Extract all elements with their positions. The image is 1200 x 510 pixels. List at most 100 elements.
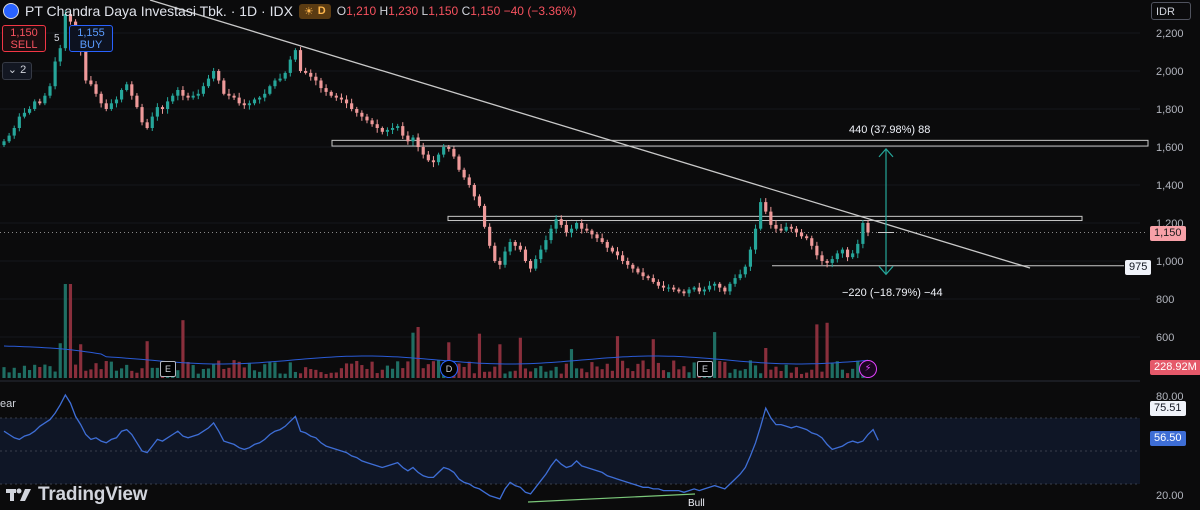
- candle-body[interactable]: [247, 103, 251, 106]
- candle-body[interactable]: [201, 86, 205, 94]
- sell-button[interactable]: 1,150 SELL: [2, 25, 46, 52]
- candle-body[interactable]: [288, 59, 292, 73]
- candle-body[interactable]: [651, 278, 655, 282]
- candle-body[interactable]: [799, 232, 804, 237]
- symbol-title[interactable]: PT Chandra Daya Investasi Tbk. · 1D · ID…: [25, 3, 293, 19]
- candle-body[interactable]: [120, 90, 124, 100]
- candle-body[interactable]: [605, 242, 609, 248]
- candle-body[interactable]: [48, 86, 52, 96]
- bull-divergence-line[interactable]: [527, 493, 696, 503]
- candle-body[interactable]: [12, 128, 16, 136]
- dividend-event-marker[interactable]: D: [440, 360, 458, 378]
- candle-body[interactable]: [196, 93, 200, 96]
- candle-body[interactable]: [339, 97, 344, 100]
- candle-body[interactable]: [815, 245, 819, 256]
- candle-body[interactable]: [513, 242, 517, 246]
- candle-body[interactable]: [99, 93, 103, 104]
- candle-body[interactable]: [191, 95, 195, 98]
- candle-body[interactable]: [38, 101, 42, 104]
- candle-body[interactable]: [554, 219, 558, 229]
- candle-body[interactable]: [7, 135, 11, 142]
- candle-body[interactable]: [590, 230, 594, 235]
- candle-body[interactable]: [467, 177, 471, 185]
- candle-body[interactable]: [779, 228, 783, 231]
- resistance-zone[interactable]: [331, 139, 1149, 147]
- earnings-event-marker-2[interactable]: E: [697, 361, 713, 377]
- candle-body[interactable]: [503, 251, 507, 265]
- candle-body[interactable]: [171, 95, 175, 102]
- candle-body[interactable]: [431, 160, 436, 163]
- flash-event-icon[interactable]: ⚡: [859, 360, 877, 378]
- candle-body[interactable]: [626, 261, 630, 265]
- candle-body[interactable]: [58, 48, 62, 62]
- candle-body[interactable]: [615, 251, 620, 256]
- candle-body[interactable]: [769, 211, 773, 225]
- candle-body[interactable]: [217, 71, 221, 81]
- candle-body[interactable]: [656, 281, 660, 286]
- candle-body[interactable]: [43, 95, 47, 104]
- candle-body[interactable]: [350, 103, 354, 109]
- candle-body[interactable]: [416, 137, 420, 148]
- candle-body[interactable]: [186, 95, 190, 98]
- candle-body[interactable]: [569, 228, 574, 233]
- candle-body[interactable]: [298, 50, 303, 71]
- candle-body[interactable]: [436, 154, 441, 163]
- candle-body[interactable]: [22, 112, 27, 117]
- candle-body[interactable]: [610, 247, 614, 252]
- candle-body[interactable]: [396, 126, 400, 128]
- candle-body[interactable]: [283, 72, 287, 79]
- candle-body[interactable]: [697, 287, 701, 292]
- candle-body[interactable]: [733, 278, 737, 284]
- candle-body[interactable]: [155, 107, 159, 117]
- candle-body[interactable]: [713, 283, 717, 286]
- candle-body[interactable]: [482, 205, 487, 227]
- candle-body[interactable]: [33, 101, 37, 109]
- candle-body[interactable]: [344, 99, 349, 104]
- candle-body[interactable]: [518, 245, 522, 250]
- candle-body[interactable]: [646, 276, 650, 279]
- candle-body[interactable]: [360, 112, 364, 117]
- candle-body[interactable]: [2, 141, 6, 146]
- candle-body[interactable]: [304, 71, 308, 73]
- candle-body[interactable]: [130, 84, 134, 96]
- candle-body[interactable]: [268, 86, 272, 94]
- candle-body[interactable]: [672, 287, 676, 290]
- candle-body[interactable]: [385, 129, 390, 132]
- rsi-pane[interactable]: [0, 380, 1140, 503]
- earnings-event-marker[interactable]: E: [160, 361, 176, 377]
- candle-body[interactable]: [851, 253, 855, 258]
- candle-body[interactable]: [748, 249, 752, 267]
- candle-body[interactable]: [365, 116, 369, 121]
- horizontal-zones[interactable]: [0, 139, 1149, 267]
- candle-body[interactable]: [840, 249, 845, 254]
- candle-body[interactable]: [17, 116, 21, 128]
- candle-body[interactable]: [447, 147, 451, 149]
- candle-body[interactable]: [835, 253, 839, 260]
- candle-body[interactable]: [498, 261, 502, 265]
- candle-body[interactable]: [293, 50, 297, 60]
- candle-body[interactable]: [559, 219, 563, 225]
- buy-button[interactable]: 1,155 BUY: [69, 25, 113, 52]
- candle-body[interactable]: [380, 128, 384, 132]
- candle-body[interactable]: [544, 240, 548, 250]
- candle-body[interactable]: [114, 99, 119, 104]
- candle-body[interactable]: [457, 156, 461, 170]
- candle-body[interactable]: [488, 226, 492, 246]
- candle-body[interactable]: [753, 228, 758, 250]
- candle-body[interactable]: [150, 116, 154, 128]
- candle-body[interactable]: [27, 109, 32, 113]
- candle-body[interactable]: [774, 224, 778, 229]
- candle-body[interactable]: [63, 14, 67, 49]
- candle-body[interactable]: [309, 72, 313, 77]
- candle-body[interactable]: [426, 154, 430, 161]
- candle-body[interactable]: [462, 169, 466, 178]
- candle-body[interactable]: [140, 107, 144, 123]
- candle-body[interactable]: [125, 84, 129, 90]
- candle-body[interactable]: [406, 135, 410, 142]
- candle-body[interactable]: [68, 14, 73, 22]
- candle-body[interactable]: [493, 245, 497, 261]
- candle-body[interactable]: [636, 268, 640, 273]
- trendline[interactable]: [149, 0, 1031, 269]
- candle-body[interactable]: [621, 255, 625, 261]
